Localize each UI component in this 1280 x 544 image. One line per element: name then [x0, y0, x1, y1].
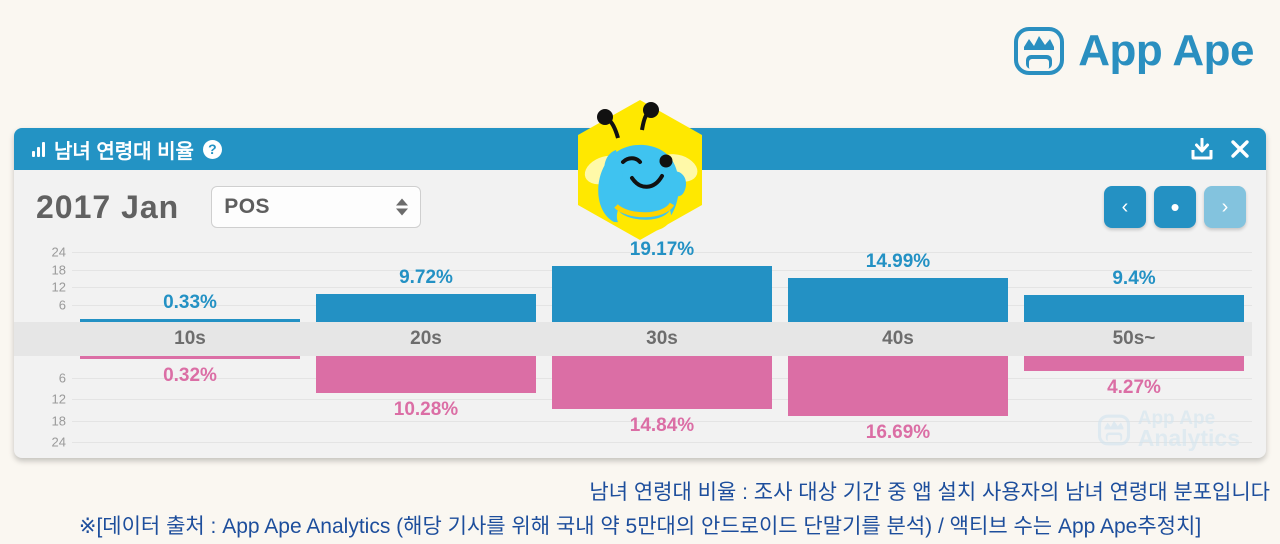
y-tick-top-18: 18 — [51, 262, 66, 277]
download-icon[interactable] — [1190, 137, 1214, 161]
male-value-10s: 0.33% — [163, 292, 217, 313]
analytics-watermark: App Ape Analytics — [1097, 408, 1240, 452]
female-bar-20s[interactable] — [316, 356, 536, 393]
female-value-40s: 16.69% — [865, 421, 931, 443]
bar-chart-icon — [32, 141, 45, 157]
panel-controls: 2017 Jan POS ‹ • › — [14, 170, 1266, 244]
watermark-line1: App Ape — [1137, 408, 1216, 430]
y-tick-bottom-18: 18 — [51, 413, 66, 428]
male-bar-30s[interactable] — [552, 266, 772, 322]
age-label-10s: 10s — [174, 328, 206, 349]
center-band-left — [14, 322, 72, 356]
male-bar-20s[interactable] — [316, 293, 536, 322]
female-value-50s~: 4.27% — [1107, 377, 1161, 399]
y-tick-bottom-12: 12 — [51, 391, 66, 407]
gender-age-chart: 24 18 12 6 6 12 18 24 0.33% 0.32% 10s 9.72% 10.28% 2… — [14, 239, 1266, 450]
y-tick-bottom-24: 24 — [51, 434, 66, 450]
panel-title-group: 남녀 연령대 비율 ? — [32, 135, 222, 164]
metric-select[interactable]: POS — [211, 186, 422, 228]
y-axis: 24 18 12 6 6 12 18 24 — [14, 244, 72, 450]
footer-line-1: 남녀 연령대 비율 : 조사 대상 기간 중 앱 설치 사용자의 남녀 연령대 … — [589, 481, 1270, 504]
app-ape-brand-logo: App Ape — [1012, 24, 1254, 78]
female-value-30s: 14.84% — [629, 415, 695, 437]
male-value-50s~: 9.4% — [1112, 267, 1156, 289]
watermark-line2: Analytics — [1137, 425, 1240, 452]
panel-header-tools — [1190, 128, 1250, 170]
ape-logo-icon — [1014, 27, 1065, 75]
female-bar-30s[interactable] — [552, 356, 772, 410]
next-period-button[interactable]: › — [1204, 186, 1246, 228]
age-column-20s: 9.72% 10.28% 20s — [308, 244, 544, 450]
male-value-20s: 9.72% — [399, 266, 453, 288]
current-period-button[interactable]: • — [1154, 186, 1196, 228]
metric-select-value: POS — [224, 195, 271, 218]
female-value-10s: 0.32% — [163, 365, 217, 386]
male-bar-40s[interactable] — [788, 278, 1008, 322]
y-tick-top-6: 6 — [58, 297, 66, 312]
footer-line-2: ※[데이터 출처 : App Ape Analytics (해당 기사를 위해 … — [78, 515, 1202, 538]
brand-name: App Ape — [1078, 26, 1254, 75]
age-label-50s~: 50s~ — [1112, 328, 1156, 349]
question-mark-icon[interactable]: ? — [202, 139, 222, 159]
male-bar-10s[interactable] — [80, 319, 300, 322]
male-bar-50s~[interactable] — [1024, 294, 1244, 322]
period-navigation: ‹ • › — [1104, 186, 1246, 228]
panel-title: 남녀 연령대 비율 — [54, 140, 194, 163]
close-icon[interactable] — [1230, 139, 1250, 159]
y-tick-bottom-6: 6 — [58, 370, 66, 385]
female-value-20s: 10.28% — [393, 398, 459, 420]
prev-period-button[interactable]: ‹ — [1104, 186, 1146, 228]
age-column-10s: 0.33% 0.32% 10s — [72, 244, 308, 450]
period-label: 2017 Jan — [36, 188, 180, 225]
y-tick-top-24: 24 — [51, 244, 66, 260]
plot-area: 0.33% 0.32% 10s 9.72% 10.28% 20s 19.17% 14.84% 3… — [72, 239, 1252, 450]
age-column-40s: 14.99% 16.69% 40s — [780, 244, 1016, 450]
ape-watermark-icon — [1097, 414, 1130, 446]
male-value-40s: 14.99% — [865, 251, 931, 273]
center-band — [72, 322, 1252, 356]
male-value-30s: 19.17% — [629, 239, 695, 261]
watermark-text: App Ape Analytics — [1137, 408, 1240, 452]
female-bar-50s~[interactable] — [1024, 356, 1244, 372]
y-tick-top-12: 12 — [51, 279, 66, 295]
age-column-50s~: 9.4% 4.27% 50s~ — [1016, 244, 1252, 450]
age-column-30s: 19.17% 14.84% 30s — [544, 239, 780, 450]
footer-notes: 남녀 연령대 비율 : 조사 대상 기간 중 앱 설치 사용자의 남녀 연령대 … — [0, 476, 1280, 540]
female-bar-40s[interactable] — [788, 356, 1008, 416]
female-bar-10s[interactable] — [80, 356, 300, 359]
bar-columns: 0.33% 0.32% 10s 9.72% 10.28% 20s 19.17% 14.84% 3… — [72, 239, 1252, 450]
age-label-20s: 20s — [410, 328, 442, 349]
age-label-40s: 40s — [882, 328, 914, 349]
app-ape-bee-mascot — [578, 100, 702, 240]
up-down-stepper-icon[interactable] — [396, 198, 409, 216]
age-label-30s: 30s — [646, 328, 678, 349]
